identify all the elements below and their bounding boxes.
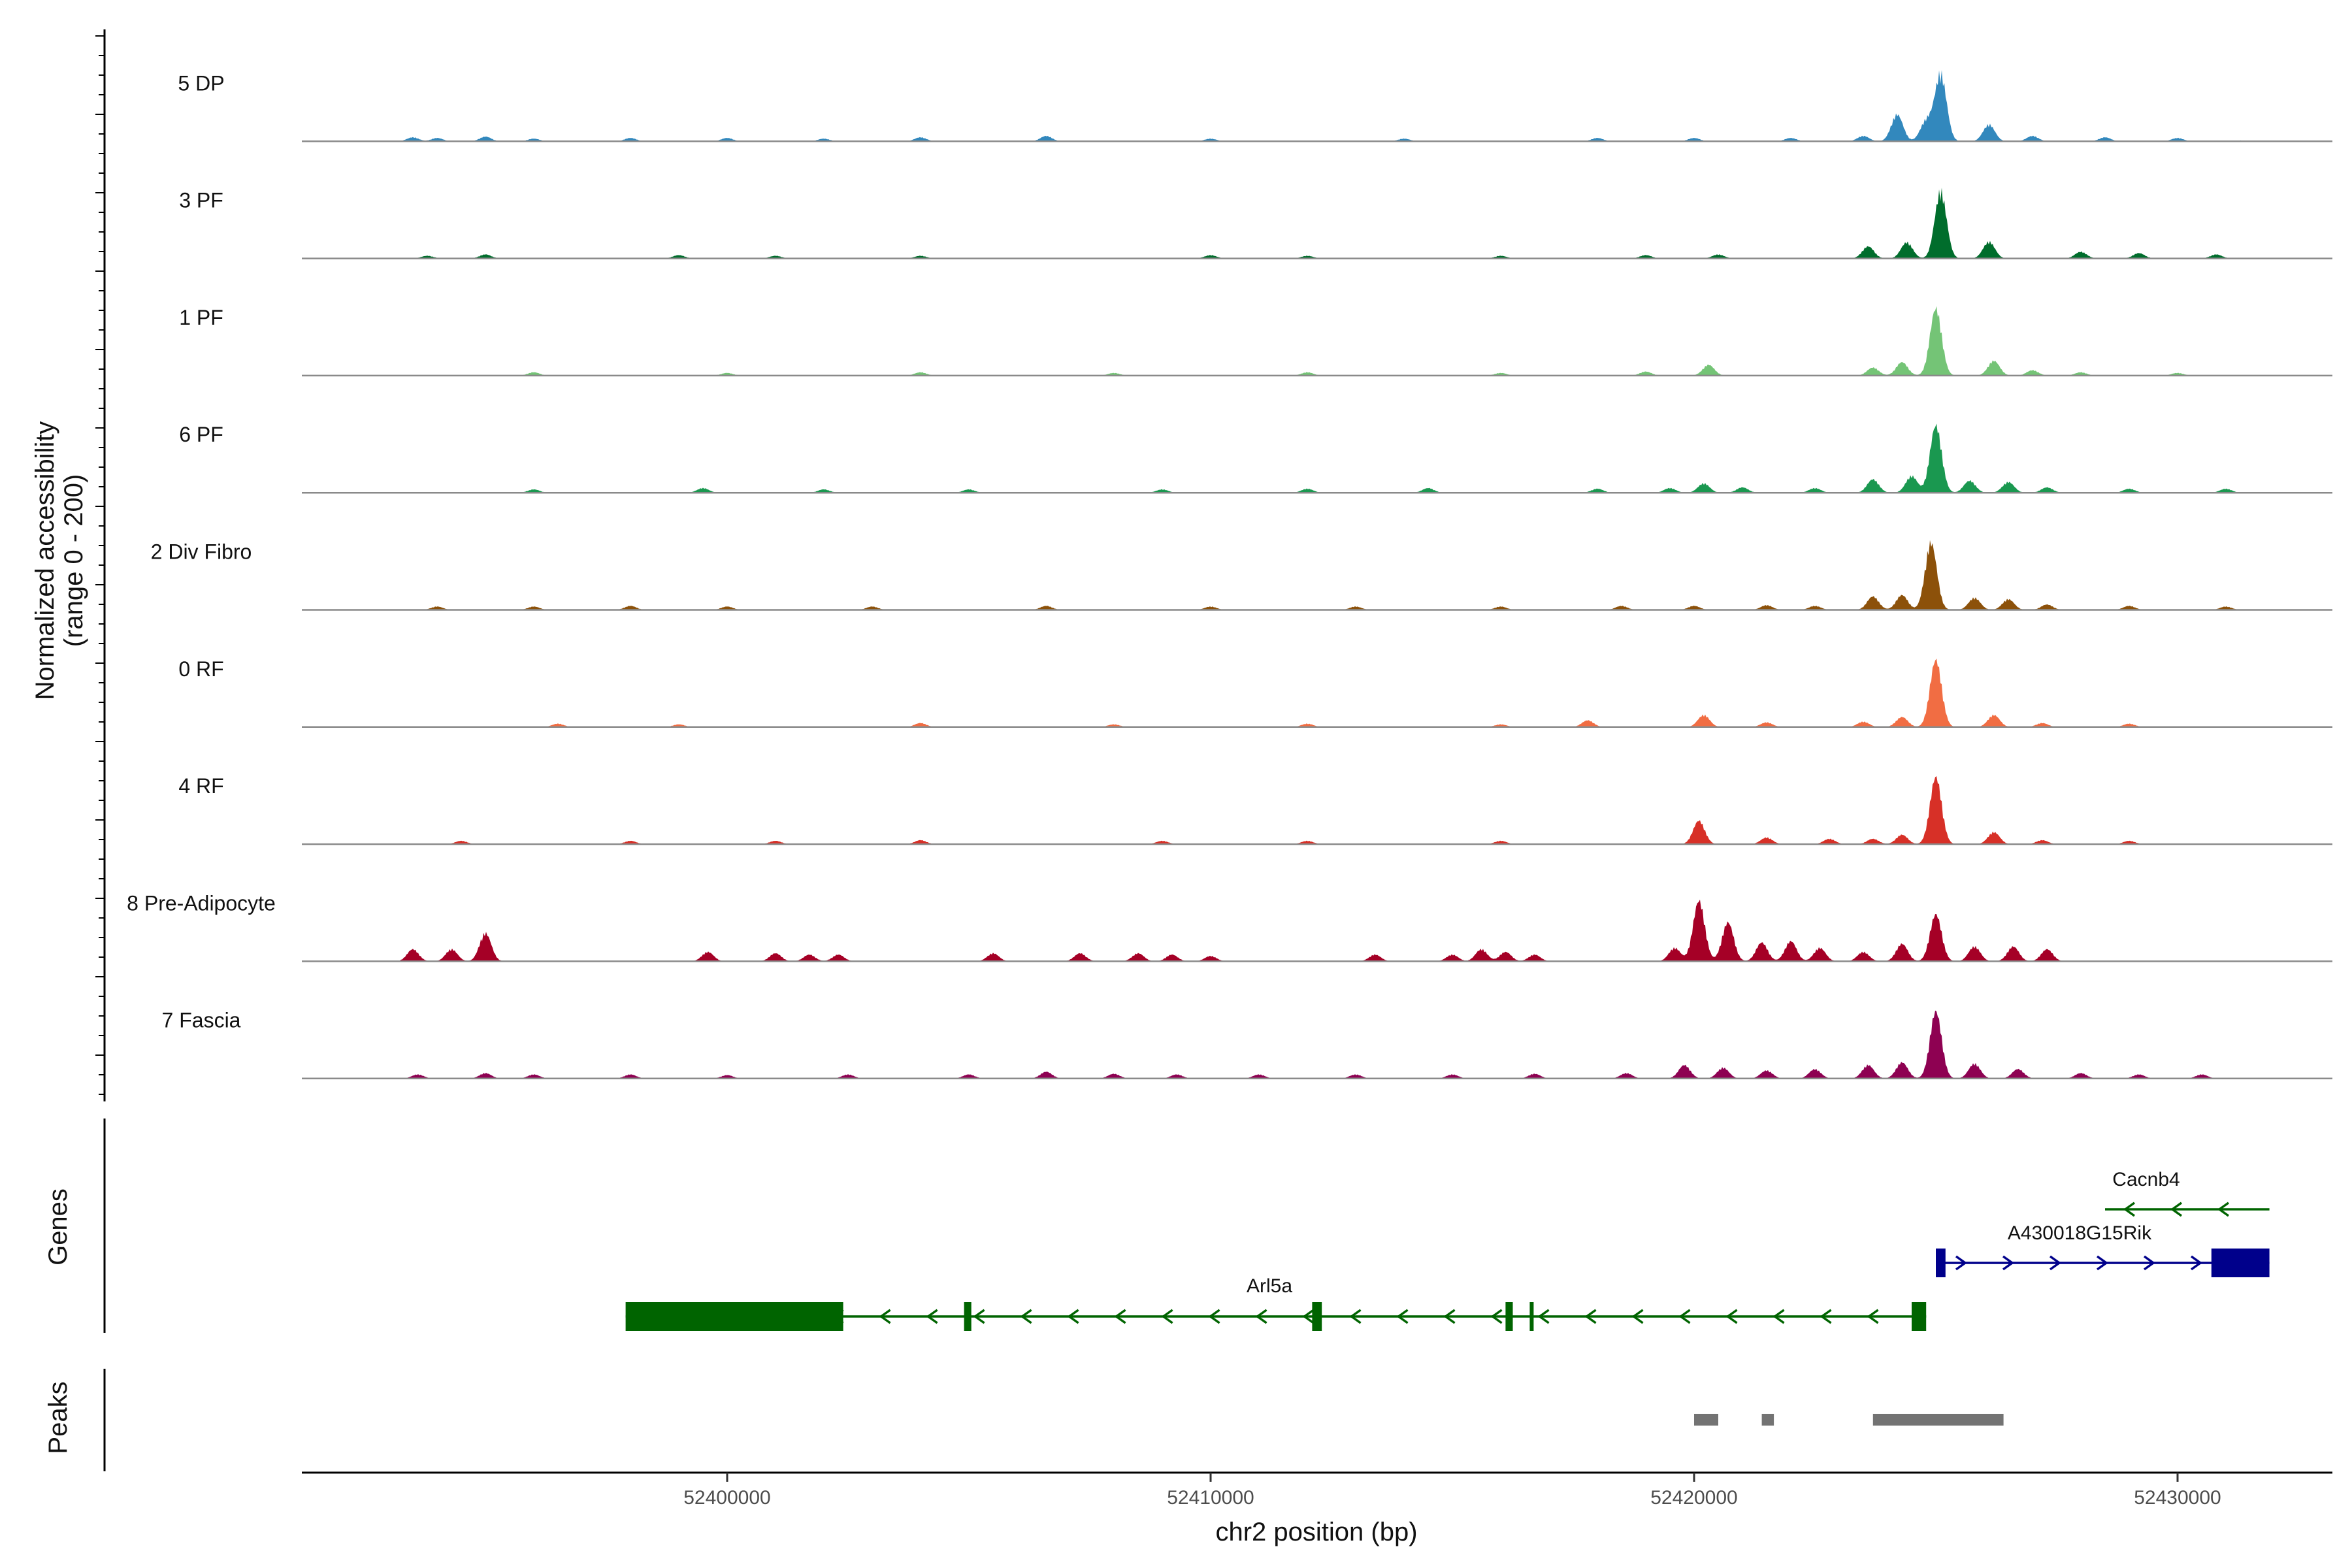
- strand-arrow-a430018g15rik: [2049, 1255, 2062, 1271]
- strand-arrow-cacnb4: [2123, 1201, 2136, 1217]
- y-axis-title-line2: (range 0 - 200): [59, 474, 88, 647]
- coverage-area-7-fascia: [400, 1010, 2241, 1079]
- gene-label-arl5a: Arl5a: [1247, 1275, 1292, 1297]
- exon-arl5a-4: [1529, 1302, 1534, 1331]
- coverage-area-5-dp: [400, 70, 2241, 142]
- x-tick-label-2: 52420000: [1650, 1487, 1737, 1509]
- gene-label-cacnb4: Cacnb4: [2112, 1169, 2180, 1190]
- coverage-area-3-pf: [400, 188, 2241, 259]
- strand-arrow-arl5a: [1161, 1309, 1173, 1324]
- strand-arrow-arl5a: [1208, 1309, 1220, 1324]
- strand-arrow-arl5a: [1725, 1309, 1738, 1324]
- track-label-8-pre-adipocyte: 8 Pre-Adipocyte: [127, 891, 276, 915]
- strand-arrow-arl5a: [1255, 1309, 1267, 1324]
- peak-region-0: [1694, 1414, 1718, 1426]
- gene-label-a430018g15rik: A430018G15Rik: [2008, 1222, 2152, 1244]
- strand-arrow-a430018g15rik: [2143, 1255, 2156, 1271]
- track-label-2-div-fibro: 2 Div Fibro: [151, 540, 252, 564]
- strand-arrow-a430018g15rik: [2190, 1255, 2203, 1271]
- strand-arrow-cacnb4: [2170, 1201, 2183, 1217]
- exon-a430018g15rik-1: [2211, 1249, 2270, 1277]
- strand-arrow-arl5a: [1678, 1309, 1691, 1324]
- strand-arrow-arl5a: [1537, 1309, 1550, 1324]
- strand-arrow-arl5a: [1490, 1309, 1503, 1324]
- strand-arrow-cacnb4: [2217, 1201, 2230, 1217]
- strand-arrow-arl5a: [1302, 1309, 1315, 1324]
- strand-arrow-arl5a: [1584, 1309, 1597, 1324]
- peaks-axis-title: Peaks: [44, 1381, 73, 1454]
- strand-arrow-arl5a: [926, 1309, 938, 1324]
- strand-arrow-arl5a: [1772, 1309, 1785, 1324]
- coverage-area-2-div-fibro: [400, 540, 2241, 610]
- track-label-5-dp: 5 DP: [178, 71, 224, 95]
- strand-arrow-arl5a: [1349, 1309, 1362, 1324]
- coverage-area-1-pf: [400, 306, 2241, 376]
- exon-arl5a-1: [964, 1302, 972, 1331]
- exon-arl5a-5: [1912, 1302, 1927, 1331]
- track-labels: 5 DP 3 PF 1 PF 6 PF 2 Div Fibro 0 RF 4 RF 8 Pre…: [127, 71, 276, 1032]
- genes-axis-title: Genes: [44, 1188, 73, 1266]
- axes: 52400000 52410000 52420000 52430000: [95, 29, 2332, 1509]
- strand-arrow-arl5a: [1114, 1309, 1126, 1324]
- strand-arrow-arl5a: [1443, 1309, 1456, 1324]
- strand-arrow-arl5a: [1020, 1309, 1032, 1324]
- peak-regions: [1694, 1414, 2004, 1426]
- peak-region-2: [1872, 1414, 2004, 1426]
- coverage-area-8-pre-adipocyte: [400, 900, 2241, 962]
- track-label-6-pf: 6 PF: [179, 423, 223, 446]
- coverage-area-0-rf: [400, 659, 2241, 727]
- exon-arl5a-3: [1505, 1302, 1513, 1331]
- strand-arrow-arl5a: [1631, 1309, 1644, 1324]
- exon-arl5a-0: [625, 1302, 843, 1331]
- coverage-tracks: [302, 70, 2332, 1079]
- strand-arrow-arl5a: [1067, 1309, 1079, 1324]
- strand-arrow-a430018g15rik: [2096, 1255, 2109, 1271]
- track-label-7-fascia: 7 Fascia: [162, 1009, 241, 1032]
- coverage-area-6-pf: [400, 423, 2241, 493]
- exon-a430018g15rik-0: [1936, 1249, 1946, 1277]
- track-label-1-pf: 1 PF: [179, 306, 223, 329]
- x-axis-title: chr2 position (bp): [1215, 1518, 1417, 1546]
- strand-arrow-arl5a: [879, 1309, 891, 1324]
- strand-arrow-a430018g15rik: [2002, 1255, 2015, 1271]
- coverage-area-4-rf: [400, 776, 2241, 845]
- x-tick-label-0: 52400000: [683, 1487, 770, 1509]
- track-label-0-rf: 0 RF: [178, 657, 223, 681]
- strand-arrow-arl5a: [1820, 1309, 1832, 1324]
- strand-arrow-a430018g15rik: [1955, 1255, 1968, 1271]
- gene-annotation: Cacnb4 A430018G15Rik Arl5a: [625, 1169, 2270, 1331]
- track-label-3-pf: 3 PF: [179, 189, 223, 212]
- x-tick-label-3: 52430000: [2134, 1487, 2221, 1509]
- exon-arl5a-2: [1312, 1302, 1322, 1331]
- y-axis-title-line1: Normalized accessibility: [31, 421, 59, 700]
- strand-arrow-arl5a: [1867, 1309, 1879, 1324]
- peak-region-1: [1761, 1414, 1774, 1426]
- strand-arrow-arl5a: [973, 1309, 985, 1324]
- x-tick-label-1: 52410000: [1167, 1487, 1254, 1509]
- strand-arrow-arl5a: [1396, 1309, 1409, 1324]
- track-label-4-rf: 4 RF: [178, 774, 223, 798]
